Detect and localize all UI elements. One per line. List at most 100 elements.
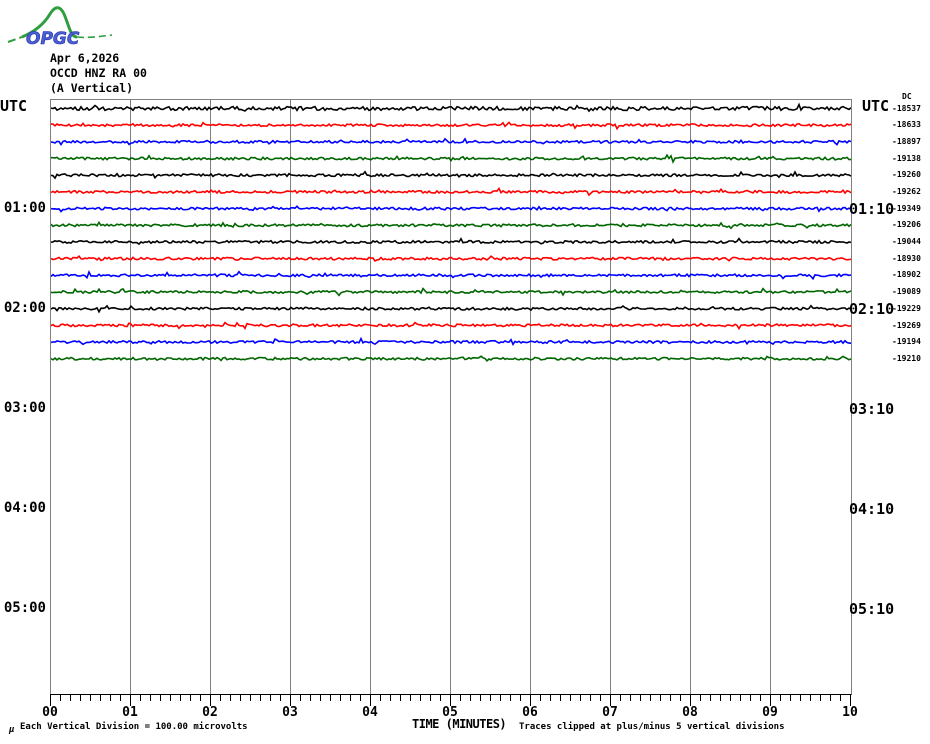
major-tick bbox=[50, 694, 51, 706]
seismo-trace-02:10 bbox=[51, 321, 851, 331]
minor-tick bbox=[650, 694, 651, 701]
left-time-label: 02:00 bbox=[3, 300, 46, 316]
minor-tick bbox=[360, 694, 361, 701]
seismo-trace-02:20 bbox=[51, 336, 851, 346]
left-time-label: 01:00 bbox=[3, 200, 46, 216]
volcano-curve-icon bbox=[7, 6, 113, 43]
minor-tick bbox=[820, 694, 821, 701]
minor-tick bbox=[440, 694, 441, 701]
minor-tick bbox=[750, 694, 751, 701]
minor-tick bbox=[260, 694, 261, 701]
station-id: OCCD HNZ RA 00 bbox=[50, 66, 147, 80]
minute-gridline bbox=[770, 100, 771, 694]
seismo-trace-00:10 bbox=[51, 121, 851, 131]
minor-tick bbox=[460, 694, 461, 701]
right-time-label: 01:10 bbox=[849, 200, 895, 218]
minor-tick bbox=[760, 694, 761, 701]
trace-dc-value: -19229 bbox=[892, 304, 921, 313]
minor-tick bbox=[90, 694, 91, 701]
utc-right-header: UTC bbox=[862, 97, 890, 115]
seismo-trace-01:00 bbox=[51, 205, 851, 213]
minor-tick bbox=[430, 694, 431, 701]
x-tick-label: 07 bbox=[602, 705, 618, 720]
minor-tick bbox=[250, 694, 251, 701]
minor-tick bbox=[310, 694, 311, 701]
right-time-label: 05:10 bbox=[849, 600, 895, 618]
left-time-label: 04:00 bbox=[3, 500, 46, 516]
minor-tick bbox=[470, 694, 471, 701]
major-tick bbox=[450, 694, 451, 706]
right-time-label: 04:10 bbox=[849, 500, 895, 518]
minor-tick bbox=[350, 694, 351, 701]
minor-tick bbox=[600, 694, 601, 701]
minor-tick bbox=[80, 694, 81, 701]
clipping-note: Traces clipped at plus/minus 5 vertical … bbox=[519, 722, 785, 732]
major-tick bbox=[210, 694, 211, 706]
major-tick bbox=[290, 694, 291, 706]
x-tick-label: 10 bbox=[842, 705, 858, 720]
minute-gridline bbox=[610, 100, 611, 694]
minor-tick bbox=[150, 694, 151, 701]
minor-tick bbox=[60, 694, 61, 701]
minute-gridline bbox=[130, 100, 131, 694]
minor-tick bbox=[180, 694, 181, 701]
minor-tick bbox=[280, 694, 281, 701]
minor-tick bbox=[300, 694, 301, 701]
minute-gridline bbox=[290, 100, 291, 694]
minor-tick bbox=[480, 694, 481, 701]
minute-gridline bbox=[210, 100, 211, 694]
minor-tick bbox=[790, 694, 791, 701]
minor-tick bbox=[840, 694, 841, 701]
major-tick bbox=[850, 694, 851, 706]
minor-tick bbox=[230, 694, 231, 701]
minor-tick bbox=[70, 694, 71, 701]
corner-glyph: µ bbox=[9, 725, 15, 735]
minor-tick bbox=[540, 694, 541, 701]
trace-dc-value: -19262 bbox=[892, 187, 921, 196]
minor-tick bbox=[220, 694, 221, 701]
minor-tick bbox=[670, 694, 671, 701]
minor-tick bbox=[170, 694, 171, 701]
trace-dc-value: -19194 bbox=[892, 337, 921, 346]
right-time-label: 03:10 bbox=[849, 400, 895, 418]
x-tick-label: 05 bbox=[442, 705, 458, 720]
minute-gridline bbox=[450, 100, 451, 694]
minor-tick bbox=[560, 694, 561, 701]
trace-dc-value: -18897 bbox=[892, 137, 921, 146]
trace-dc-value: -18537 bbox=[892, 104, 921, 113]
minor-tick bbox=[240, 694, 241, 701]
minor-tick bbox=[700, 694, 701, 701]
trace-dc-value: -19206 bbox=[892, 220, 921, 229]
seismo-trace-01:30 bbox=[51, 255, 851, 263]
left-time-label: 05:00 bbox=[3, 600, 46, 616]
minor-tick bbox=[320, 694, 321, 701]
seismo-trace-00:40 bbox=[51, 170, 851, 180]
minor-tick bbox=[100, 694, 101, 701]
minor-tick bbox=[160, 694, 161, 701]
minor-tick bbox=[730, 694, 731, 701]
minor-tick bbox=[580, 694, 581, 701]
opgc-logo-text: OPGC bbox=[26, 29, 80, 48]
minor-tick bbox=[620, 694, 621, 701]
minor-tick bbox=[720, 694, 721, 701]
component-label: (A Vertical) bbox=[50, 81, 134, 95]
seismo-trace-00:00 bbox=[51, 102, 851, 113]
dc-label: DC bbox=[902, 92, 912, 101]
trace-dc-value: -18930 bbox=[892, 254, 921, 263]
trace-dc-value: -19138 bbox=[892, 154, 921, 163]
plot-area bbox=[50, 99, 852, 695]
seismo-trace-01:40 bbox=[51, 269, 851, 281]
minute-gridline bbox=[690, 100, 691, 694]
seismo-trace-02:30 bbox=[51, 355, 851, 362]
seismogram-traces bbox=[51, 102, 851, 362]
left-time-label: 03:00 bbox=[3, 400, 46, 416]
minor-tick bbox=[660, 694, 661, 701]
trace-dc-value: -19260 bbox=[892, 170, 921, 179]
x-tick-label: 06 bbox=[522, 705, 538, 720]
minute-gridline bbox=[370, 100, 371, 694]
minor-tick bbox=[640, 694, 641, 701]
minor-tick bbox=[190, 694, 191, 701]
minor-tick bbox=[550, 694, 551, 701]
minor-tick bbox=[510, 694, 511, 701]
minor-tick bbox=[110, 694, 111, 701]
